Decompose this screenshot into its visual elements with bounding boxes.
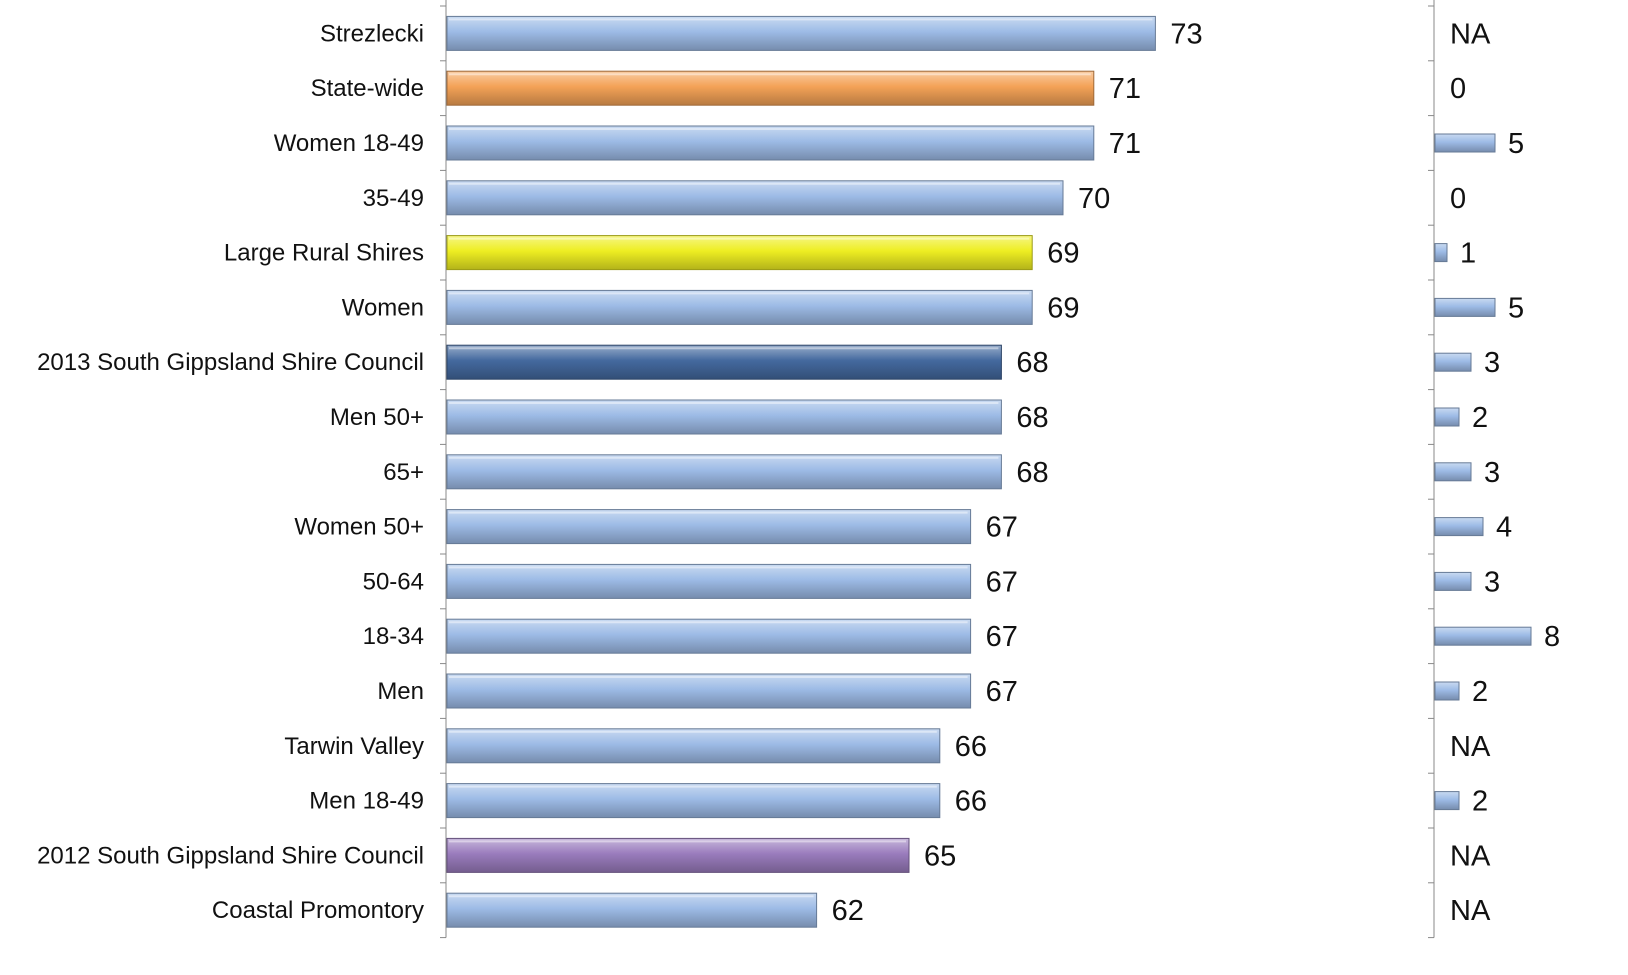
secondary-bar	[1434, 791, 1460, 811]
secondary-value-label: NA	[1450, 895, 1491, 927]
category-label: 35-49	[363, 185, 424, 212]
secondary-value-label: NA	[1450, 18, 1491, 50]
secondary-bar	[1434, 571, 1472, 591]
bar	[446, 70, 1095, 106]
secondary-value-label: 3	[1484, 347, 1500, 379]
secondary-value-label: 3	[1484, 457, 1500, 489]
secondary-bar	[1434, 297, 1496, 317]
value-label: 67	[986, 676, 1018, 708]
bar	[446, 235, 1033, 271]
category-label: Women 18-49	[274, 130, 424, 157]
bar	[446, 783, 941, 819]
secondary-value-label: 4	[1496, 512, 1512, 544]
value-label: 69	[1047, 238, 1079, 270]
category-label: Women	[342, 294, 424, 321]
value-label: 68	[1016, 457, 1048, 489]
secondary-bar	[1434, 517, 1484, 537]
secondary-bar	[1434, 243, 1448, 263]
bar	[446, 15, 1156, 51]
bar	[446, 344, 1002, 380]
bar	[446, 618, 972, 654]
secondary-value-label: 2	[1472, 676, 1488, 708]
value-label: 70	[1078, 183, 1110, 215]
bar	[446, 728, 941, 764]
category-label: Coastal Promontory	[212, 897, 424, 924]
value-label: 68	[1016, 402, 1048, 434]
value-label: 62	[832, 895, 864, 927]
secondary-value-label: 1	[1460, 238, 1476, 270]
bar	[446, 563, 972, 599]
bar	[446, 125, 1095, 161]
bar	[446, 399, 1002, 435]
bar	[446, 454, 1002, 490]
category-label: Women 50+	[294, 514, 424, 541]
secondary-value-label: 5	[1508, 292, 1524, 324]
category-label: State-wide	[311, 75, 424, 102]
value-label: 67	[986, 512, 1018, 544]
secondary-value-label: 2	[1472, 786, 1488, 818]
category-label: 2012 South Gippsland Shire Council	[37, 842, 424, 869]
category-label: 50-64	[363, 568, 424, 595]
category-label: Tarwin Valley	[284, 733, 424, 760]
value-label: 67	[986, 621, 1018, 653]
secondary-value-label: 3	[1484, 566, 1500, 598]
category-label: 18-34	[363, 623, 424, 650]
bar	[446, 892, 818, 928]
bar	[446, 837, 910, 873]
secondary-value-label: 8	[1544, 621, 1560, 653]
secondary-bar	[1434, 407, 1460, 427]
value-label: 66	[955, 731, 987, 763]
secondary-bar	[1434, 681, 1460, 701]
value-label: 66	[955, 786, 987, 818]
category-label: 65+	[383, 459, 424, 486]
bar	[446, 289, 1033, 325]
secondary-value-label: 2	[1472, 402, 1488, 434]
secondary-value-label: 0	[1450, 73, 1466, 105]
secondary-bar	[1434, 352, 1472, 372]
value-label: 67	[986, 566, 1018, 598]
category-label: Men	[377, 678, 424, 705]
secondary-bar	[1434, 626, 1532, 646]
value-label: 73	[1170, 18, 1202, 50]
value-label: 69	[1047, 292, 1079, 324]
value-label: 71	[1109, 128, 1141, 160]
value-label: 71	[1109, 73, 1141, 105]
secondary-value-label: 0	[1450, 183, 1466, 215]
bar	[446, 180, 1064, 216]
category-label: Large Rural Shires	[224, 240, 424, 267]
secondary-value-label: 5	[1508, 128, 1524, 160]
secondary-value-label: NA	[1450, 731, 1491, 763]
secondary-value-label: NA	[1450, 840, 1491, 872]
bar	[446, 509, 972, 545]
secondary-bar	[1434, 462, 1472, 482]
value-label: 68	[1016, 347, 1048, 379]
category-label: Men 18-49	[309, 788, 424, 815]
value-label: 65	[924, 840, 956, 872]
category-label: Strezlecki	[320, 20, 424, 47]
category-label: Men 50+	[330, 404, 424, 431]
secondary-bar	[1434, 133, 1496, 153]
category-label: 2013 South Gippsland Shire Council	[37, 349, 424, 376]
bar	[446, 673, 972, 709]
